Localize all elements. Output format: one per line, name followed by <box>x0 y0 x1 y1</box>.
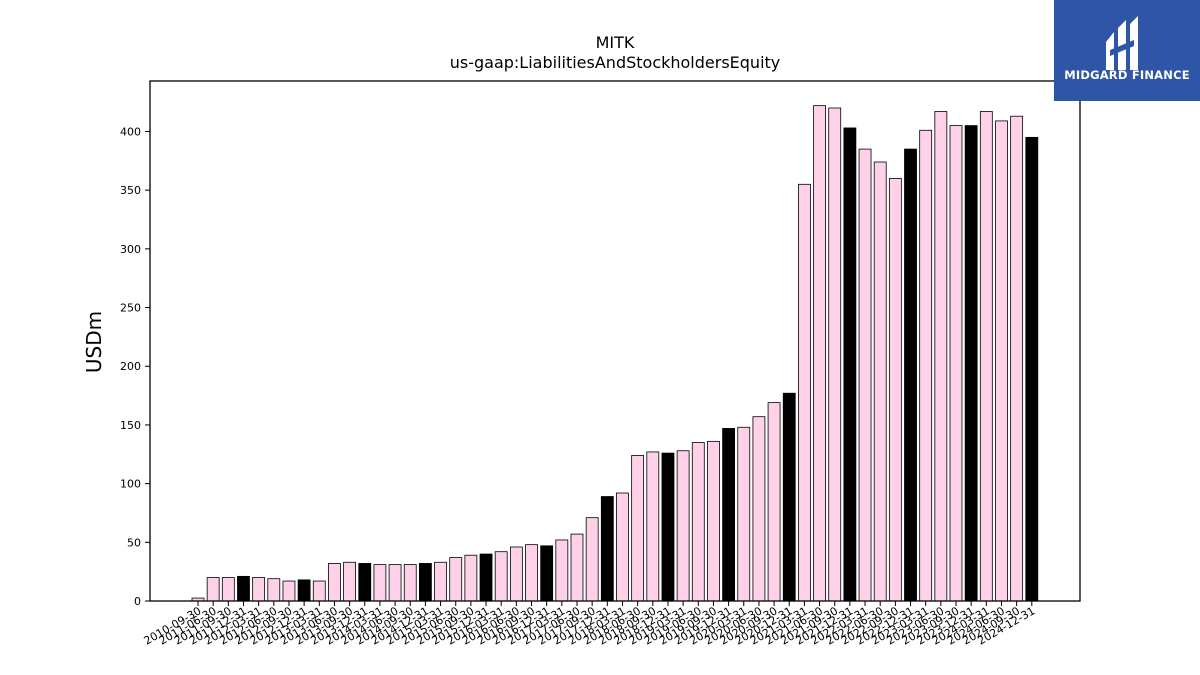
bar-2018-09-30 <box>646 451 660 602</box>
chart-subtitle: us-gaap:LiabilitiesAndStockholdersEquity <box>450 53 781 72</box>
bar-2017-03-31 <box>555 539 569 602</box>
y-axis-label: USDm <box>82 311 106 373</box>
bar-2023-06-30 <box>934 111 948 602</box>
chart-title: MITK <box>596 33 635 52</box>
bar-2019-03-31 <box>676 450 690 602</box>
bar-2020-03-31 <box>737 426 751 602</box>
bar-2013-09-30 <box>343 561 357 602</box>
bar-2024-03-31 <box>979 111 993 602</box>
bar-2016-06-30 <box>509 546 523 602</box>
midgard-finance-logo: MIDGARD FINANCE <box>1054 0 1200 101</box>
midgard-logo-icon <box>1106 16 1138 70</box>
bar-2014-09-30 <box>403 564 417 602</box>
bar-2021-03-31 <box>798 183 811 602</box>
y-tick-label: 0 <box>134 595 141 608</box>
bar-2021-06-30 <box>813 105 826 602</box>
y-tick-label: 250 <box>120 302 141 315</box>
bars-group <box>191 105 1039 602</box>
y-tick-label: 300 <box>120 243 141 256</box>
bar-2017-09-30 <box>585 517 599 602</box>
y-axis-ticks: 0 50 100 150 200 250 300 350 400 <box>120 125 150 608</box>
bar-2014-06-30 <box>388 564 402 602</box>
brand-name: MIDGARD FINANCE <box>1064 68 1190 82</box>
bar-2020-06-30 <box>752 416 766 602</box>
bar-2024-12-31 <box>1025 136 1039 602</box>
bar-2014-03-31 <box>373 564 387 602</box>
y-tick-label: 150 <box>120 419 141 432</box>
bar-2024-09-30 <box>1010 115 1024 602</box>
bar-2019-12-31 <box>722 428 735 602</box>
bar-2015-12-31 <box>479 553 493 602</box>
bar-2021-09-30 <box>828 107 842 602</box>
x-axis-ticks: 2010-09-302011-06-302011-09-302011-12-31… <box>142 601 1037 648</box>
bar-2019-06-30 <box>691 442 705 602</box>
bar-2024-06-30 <box>995 120 1008 602</box>
bar-2016-12-31 <box>540 545 554 602</box>
bar-2015-09-30 <box>464 554 478 602</box>
bar-2015-03-31 <box>434 561 447 602</box>
bar-2011-12-31 <box>237 575 250 602</box>
bar-2012-03-31 <box>252 577 266 602</box>
bar-2022-06-30 <box>873 161 887 602</box>
bar-2011-09-30 <box>221 577 235 602</box>
bar-2012-12-31 <box>297 579 311 602</box>
y-tick-label: 50 <box>127 536 141 549</box>
y-tick-label: 400 <box>120 125 141 138</box>
bar-2018-03-31 <box>616 492 629 602</box>
bar-2022-12-31 <box>904 148 917 602</box>
plot-frame <box>149 80 1081 602</box>
y-tick-label: 100 <box>120 478 141 491</box>
bar-2023-09-30 <box>949 125 963 602</box>
bar-2017-06-30 <box>570 533 584 602</box>
bar-2011-06-30 <box>206 577 220 602</box>
bar-2020-12-31 <box>782 392 796 602</box>
bar-2017-12-31 <box>600 496 614 602</box>
bar-2015-06-30 <box>449 557 463 602</box>
bar-2013-12-31 <box>358 563 372 602</box>
bar-2013-06-30 <box>328 563 341 602</box>
bar-2012-09-30 <box>282 580 296 602</box>
bar-2016-03-31 <box>494 551 508 602</box>
bar-2018-06-30 <box>631 455 645 602</box>
bar-2021-12-31 <box>843 127 857 602</box>
y-tick-label: 350 <box>120 184 141 197</box>
bar-2016-09-30 <box>525 544 538 602</box>
bar-2013-03-31 <box>312 580 326 602</box>
bar-2019-09-30 <box>707 440 720 602</box>
bar-2020-09-30 <box>767 402 781 602</box>
bar-2023-03-31 <box>919 129 933 602</box>
bar-2012-06-30 <box>267 578 281 602</box>
y-tick-label: 200 <box>120 360 141 373</box>
bar-2014-12-31 <box>418 563 432 602</box>
bar-2018-12-31 <box>661 452 675 602</box>
bar-2022-09-30 <box>888 178 902 602</box>
bar-2023-12-31 <box>964 125 978 602</box>
bar-2022-03-31 <box>858 148 872 602</box>
